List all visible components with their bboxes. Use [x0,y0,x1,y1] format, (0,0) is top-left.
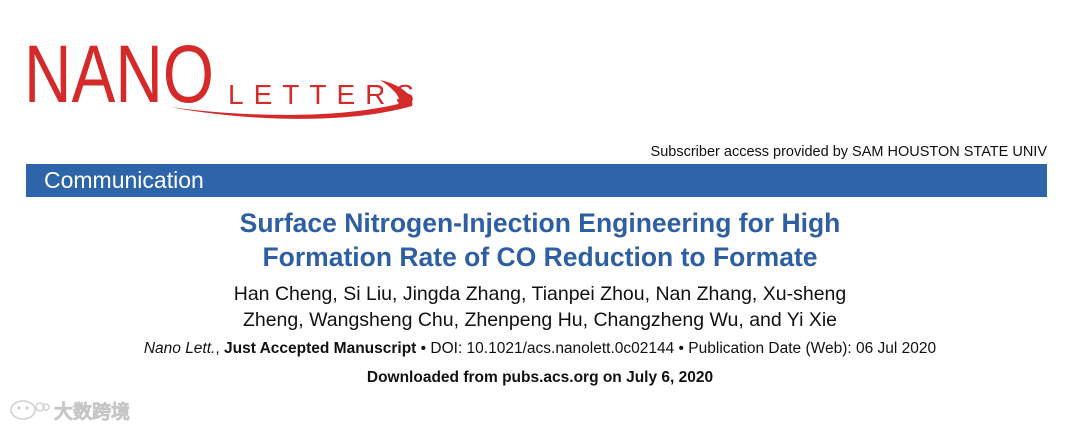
doi-and-publication-date: • DOI: 10.1021/acs.nanolett.0c02144 • Pu… [416,340,937,357]
wechat-logo-icon [10,400,50,420]
article-title: Surface Nitrogen-Injection Engineering f… [0,206,1080,274]
logo-main-text: NANO [24,29,214,120]
article-type-banner: Communication [26,164,1047,197]
download-notice: Downloaded from pubs.acs.org on July 6, … [366,369,714,386]
journal-name: Nano Lett. [143,340,216,357]
subscriber-access-notice: Subscriber access provided by SAM HOUSTO… [650,144,1047,160]
author-list-line-1: Han Cheng, Si Liu, Jingda Zhang, Tianpei… [233,283,847,305]
watermark: 大数跨境 [8,397,130,423]
citation-line: Nano Lett., Just Accepted Manuscript • D… [0,340,1080,358]
author-list: Han Cheng, Si Liu, Jingda Zhang, Tianpei… [0,281,1080,333]
citation-separator: , [215,340,224,357]
author-list-line-2: Zheng, Wangsheng Chu, Zhenpeng Hu, Chang… [242,309,838,331]
watermark-text: 大数跨境 [54,401,131,423]
logo-swoosh [170,80,413,119]
article-title-line-1: Surface Nitrogen-Injection Engineering f… [239,208,841,238]
logo-sub-text: LETTERS [228,79,420,110]
article-title-line-2: Formation Rate of CO Reduction to Format… [262,242,818,272]
nano-letters-logo: NANO LETTERS [20,14,420,124]
manuscript-status: Just Accepted Manuscript [223,340,417,357]
article-type-label: Communication [44,167,204,193]
nano-letters-logo-graphic: NANO LETTERS [24,29,420,120]
